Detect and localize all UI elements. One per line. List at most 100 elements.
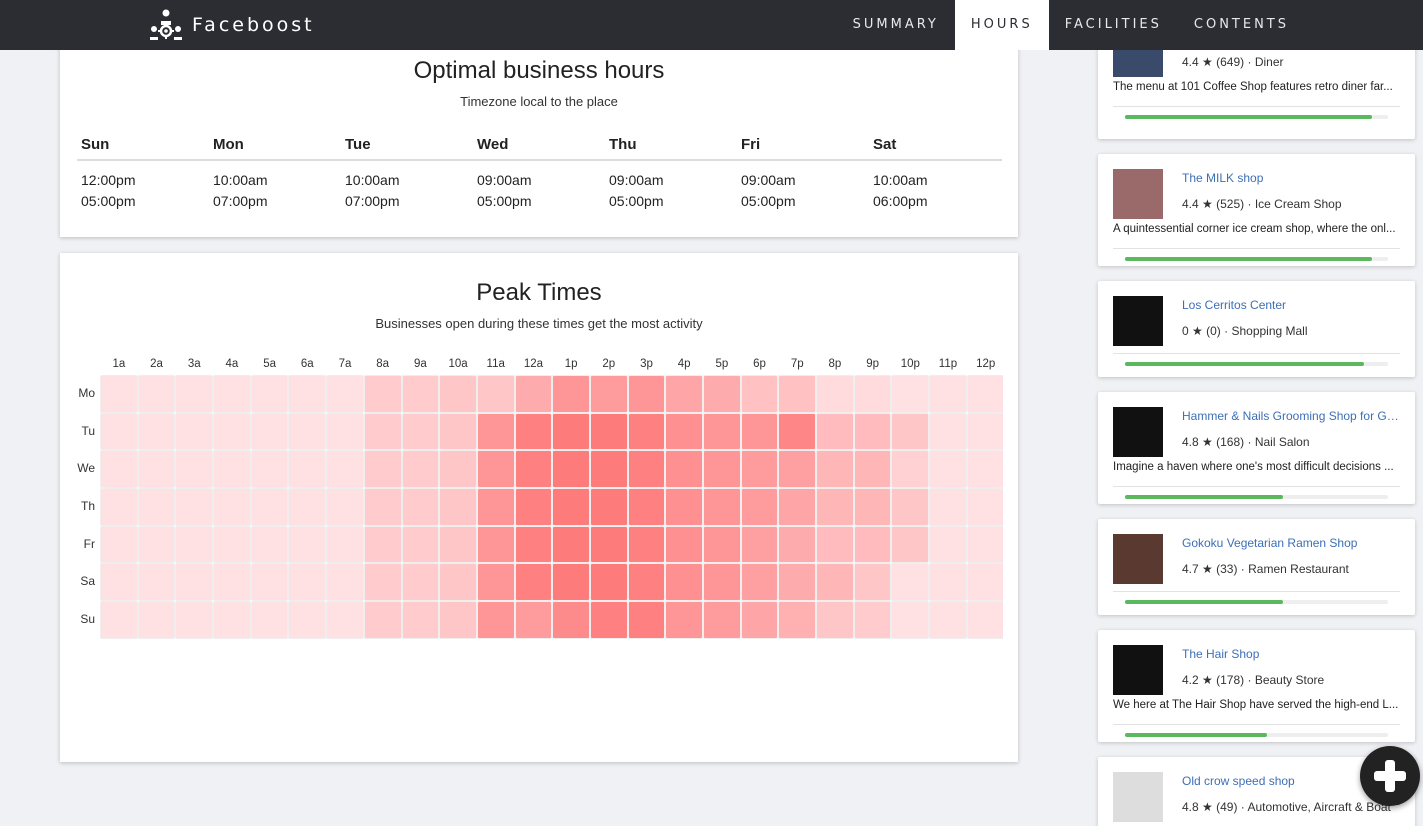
heatmap-cell[interactable] — [627, 563, 666, 602]
heatmap-cell[interactable] — [100, 563, 138, 602]
heatmap-cell[interactable] — [137, 563, 176, 602]
heatmap-cell[interactable] — [853, 450, 892, 489]
heatmap-cell[interactable] — [627, 450, 666, 489]
heatmap-cell[interactable] — [589, 563, 628, 602]
heatmap-cell[interactable] — [665, 525, 703, 564]
heatmap-cell[interactable] — [966, 412, 1003, 451]
heatmap-cell[interactable] — [853, 563, 892, 602]
heatmap-cell[interactable] — [288, 488, 327, 526]
heatmap-cell[interactable] — [326, 450, 364, 489]
heatmap-cell[interactable] — [966, 601, 1003, 639]
heatmap-cell[interactable] — [853, 488, 892, 526]
heatmap-cell[interactable] — [401, 450, 440, 489]
heatmap-cell[interactable] — [250, 488, 289, 526]
tab-summary[interactable]: SUMMARY — [852, 17, 939, 32]
hair-shop-logo-icon[interactable] — [1113, 645, 1163, 695]
heatmap-cell[interactable] — [966, 488, 1003, 526]
heatmap-cell[interactable] — [589, 488, 628, 526]
hammer-nails-logo-icon[interactable] — [1113, 407, 1163, 457]
heatmap-cell[interactable] — [288, 450, 327, 489]
heatmap-cell[interactable] — [326, 525, 364, 564]
place-name-link[interactable]: The Hair Shop — [1182, 647, 1260, 661]
heatmap-cell[interactable] — [288, 412, 327, 451]
heatmap-cell[interactable] — [853, 412, 892, 451]
heatmap-cell[interactable] — [552, 450, 590, 489]
heatmap-cell[interactable] — [552, 601, 590, 639]
heatmap-cell[interactable] — [929, 488, 967, 526]
place-card[interactable]: The Hair Shop 4.2 ★ (178) · Beauty Store W… — [1098, 630, 1415, 742]
heatmap-cell[interactable] — [476, 525, 515, 564]
heatmap-cell[interactable] — [778, 601, 817, 639]
heatmap-cell[interactable] — [966, 563, 1003, 602]
heatmap-cell[interactable] — [288, 525, 327, 564]
heatmap-cell[interactable] — [100, 375, 138, 413]
heatmap-cell[interactable] — [476, 601, 515, 639]
heatmap-cell[interactable] — [250, 525, 289, 564]
heatmap-cell[interactable] — [552, 563, 590, 602]
heatmap-cell[interactable] — [100, 601, 138, 639]
place-name-link[interactable]: Gokoku Vegetarian Ramen Shop — [1182, 536, 1358, 550]
heatmap-cell[interactable] — [966, 525, 1003, 564]
heatmap-cell[interactable] — [137, 525, 176, 564]
tab-facilities[interactable]: FACILITIES — [1064, 17, 1162, 32]
place-name-link[interactable]: Los Cerritos Center — [1182, 298, 1287, 312]
heatmap-cell[interactable] — [778, 412, 817, 451]
place-name-link[interactable]: Hammer & Nails Grooming Shop for Gu... — [1182, 409, 1402, 423]
heatmap-cell[interactable] — [514, 375, 553, 413]
heatmap-cell[interactable] — [476, 375, 515, 413]
heatmap-cell[interactable] — [740, 563, 779, 602]
heatmap-cell[interactable] — [137, 601, 176, 639]
heatmap-cell[interactable] — [439, 450, 477, 489]
heatmap-cell[interactable] — [589, 525, 628, 564]
heatmap-cell[interactable] — [476, 412, 515, 451]
heatmap-cell[interactable] — [665, 488, 703, 526]
heatmap-cell[interactable] — [476, 488, 515, 526]
heatmap-cell[interactable] — [326, 412, 364, 451]
heatmap-cell[interactable] — [175, 450, 214, 489]
heatmap-cell[interactable] — [213, 488, 251, 526]
heatmap-cell[interactable] — [740, 450, 779, 489]
heatmap-cell[interactable] — [439, 375, 477, 413]
heatmap-cell[interactable] — [363, 525, 402, 564]
place-card[interactable]: The MILK shop 4.4 ★ (525) · Ice Cream Sho… — [1098, 154, 1415, 266]
heatmap-cell[interactable] — [326, 601, 364, 639]
heatmap-cell[interactable] — [740, 375, 779, 413]
heatmap-cell[interactable] — [288, 375, 327, 413]
heatmap-cell[interactable] — [326, 375, 364, 413]
heatmap-cell[interactable] — [514, 450, 553, 489]
crow-logo-icon[interactable] — [1113, 772, 1163, 822]
place-card[interactable]: Los Cerritos Center 0 ★ (0) · Shopping Ma… — [1098, 281, 1415, 377]
heatmap-cell[interactable] — [740, 525, 779, 564]
heatmap-cell[interactable] — [250, 563, 289, 602]
heatmap-cell[interactable] — [891, 412, 930, 451]
heatmap-cell[interactable] — [891, 525, 930, 564]
heatmap-cell[interactable] — [439, 563, 477, 602]
heatmap-cell[interactable] — [514, 601, 553, 639]
heatmap-cell[interactable] — [703, 601, 741, 639]
heatmap-cell[interactable] — [213, 525, 251, 564]
heatmap-cell[interactable] — [589, 375, 628, 413]
heatmap-cell[interactable] — [891, 563, 930, 602]
heatmap-cell[interactable] — [476, 563, 515, 602]
heatmap-cell[interactable] — [929, 563, 967, 602]
heatmap-cell[interactable] — [100, 525, 138, 564]
heatmap-cell[interactable] — [816, 525, 854, 564]
heatmap-cell[interactable] — [250, 412, 289, 451]
heatmap-cell[interactable] — [703, 525, 741, 564]
heatmap-cell[interactable] — [665, 601, 703, 639]
heatmap-cell[interactable] — [891, 375, 930, 413]
heatmap-cell[interactable] — [778, 488, 817, 526]
heatmap-cell[interactable] — [853, 525, 892, 564]
heatmap-cell[interactable] — [665, 450, 703, 489]
heatmap-cell[interactable] — [929, 450, 967, 489]
heatmap-cell[interactable] — [778, 563, 817, 602]
heatmap-cell[interactable] — [514, 525, 553, 564]
heatmap-cell[interactable] — [401, 525, 440, 564]
heatmap-cell[interactable] — [137, 450, 176, 489]
heatmap-cell[interactable] — [966, 375, 1003, 413]
heatmap-cell[interactable] — [627, 601, 666, 639]
heatmap-cell[interactable] — [250, 450, 289, 489]
heatmap-cell[interactable] — [929, 601, 967, 639]
heatmap-cell[interactable] — [665, 563, 703, 602]
